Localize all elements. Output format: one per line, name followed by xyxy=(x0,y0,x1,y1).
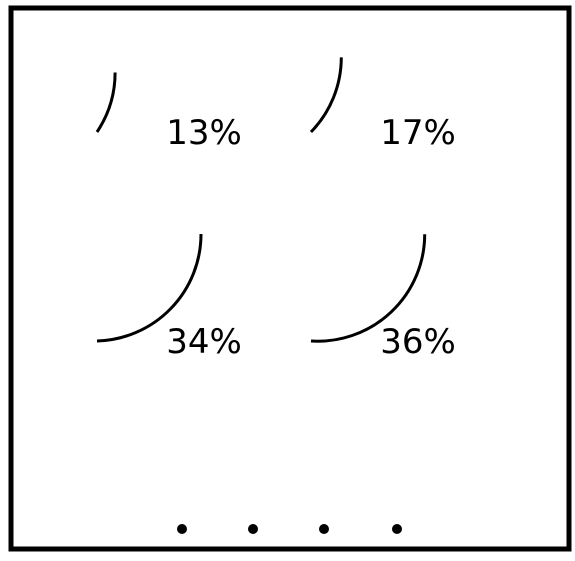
gauge-label: 34% xyxy=(166,322,242,362)
gauge-label: 17% xyxy=(380,113,456,153)
gauge-2: 17% xyxy=(309,57,456,153)
page-dot[interactable] xyxy=(392,524,402,534)
gauge-arc xyxy=(96,233,203,343)
gauge-1: 13% xyxy=(95,72,242,153)
gauge-arc xyxy=(309,57,343,134)
outer-frame xyxy=(8,5,572,552)
gauge-label: 36% xyxy=(380,322,456,362)
page-indicator-dots xyxy=(177,524,402,534)
page-dot[interactable] xyxy=(248,524,258,534)
gauge-arc xyxy=(95,72,117,133)
gauge-arc xyxy=(310,234,427,343)
gauge-label: 13% xyxy=(166,113,242,153)
gauge-4: 36% xyxy=(310,234,456,362)
page-dot[interactable] xyxy=(177,524,187,534)
page-dot[interactable] xyxy=(319,524,329,534)
gauge-3: 34% xyxy=(96,233,242,362)
